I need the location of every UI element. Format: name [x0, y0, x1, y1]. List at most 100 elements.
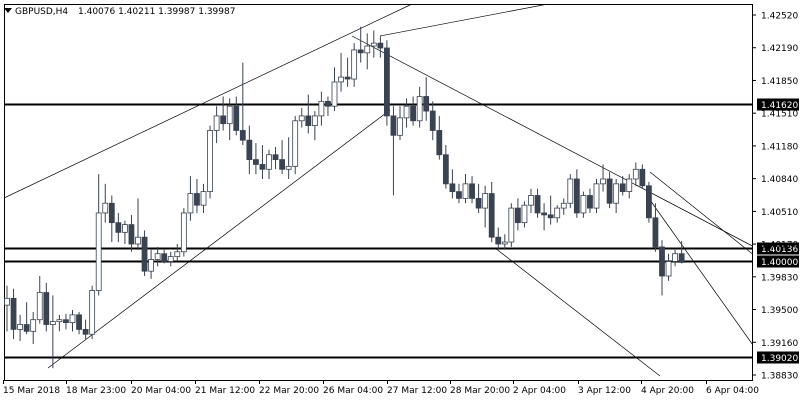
- candle: [298, 108, 305, 128]
- candle: [554, 205, 561, 223]
- candle-body: [161, 253, 168, 262]
- candle-body: [626, 178, 633, 193]
- candle-body: [573, 178, 580, 214]
- candle: [63, 313, 69, 330]
- candle: [161, 249, 168, 264]
- candle: [600, 164, 606, 192]
- candle: [220, 96, 227, 131]
- plot-border: [4, 4, 753, 381]
- candle: [305, 94, 312, 134]
- candle-body: [43, 292, 50, 325]
- candle-body: [672, 253, 678, 262]
- chart-header: GBPUSD,H4 1.40076 1.40211 1.39987 1.3998…: [4, 7, 235, 17]
- candle: [383, 40, 390, 126]
- candle-body: [344, 76, 351, 80]
- candle: [180, 208, 187, 257]
- candle: [573, 169, 580, 218]
- candle-body: [167, 256, 174, 262]
- candle-body: [652, 217, 659, 248]
- x-tick-label: 20 Mar 04:00: [131, 386, 191, 396]
- symbol-label: GBPUSD,H4: [15, 7, 68, 17]
- level-tag-text-0: 1.41620: [761, 101, 798, 111]
- candle: [495, 227, 502, 250]
- candle-body: [501, 241, 508, 245]
- candle-body: [259, 164, 266, 170]
- candle: [239, 62, 246, 146]
- candle-body: [325, 100, 331, 107]
- candle: [325, 96, 331, 116]
- candle: [344, 57, 351, 87]
- candle: [515, 198, 521, 231]
- candle-body: [135, 236, 141, 245]
- x-tick-label: 4 Apr 20:00: [641, 386, 694, 396]
- candle: [148, 249, 155, 279]
- candle: [292, 115, 299, 175]
- candle: [259, 145, 266, 179]
- candle: [154, 246, 161, 267]
- candle: [167, 251, 174, 267]
- candle-body: [632, 168, 639, 180]
- candle: [128, 214, 135, 252]
- candle-body: [23, 324, 30, 332]
- candle-body: [298, 115, 305, 122]
- dropdown-triangle-icon[interactable]: [4, 8, 12, 13]
- candle: [102, 183, 109, 223]
- x-tick-label: 26 Mar 04:00: [323, 386, 383, 396]
- candle: [436, 115, 443, 160]
- candle-body: [429, 110, 436, 131]
- channel-line-0: [4, 4, 413, 199]
- candle-body: [534, 195, 541, 214]
- candle: [174, 244, 181, 262]
- candle: [665, 253, 672, 281]
- candle: [122, 220, 128, 245]
- candle: [534, 188, 541, 218]
- y-tick-label: 1.41180: [761, 142, 798, 152]
- y-axis: 1.41620 1.40136 1.40000 1.39020 1.42520 1.421…: [752, 12, 799, 382]
- candle-body: [95, 212, 102, 291]
- candle: [390, 106, 397, 196]
- candle-body: [351, 49, 358, 80]
- candle: [266, 149, 272, 179]
- candle: [36, 276, 43, 324]
- candle: [272, 146, 279, 170]
- candle: [370, 30, 377, 58]
- candle: [580, 191, 587, 218]
- candle-body: [266, 154, 272, 170]
- candle-body: [226, 105, 233, 125]
- channel-line-3: [351, 35, 752, 247]
- candle: [587, 188, 593, 213]
- candle-body: [567, 178, 574, 204]
- candle-body: [239, 130, 246, 141]
- candle-body: [495, 236, 502, 245]
- candle-body: [370, 42, 377, 47]
- x-axis: 15 Mar 2018 18 Mar 23:00 20 Mar 04:00 21 Ma…: [3, 380, 759, 396]
- candle: [469, 176, 475, 204]
- candle-body: [49, 321, 56, 325]
- channel-line-6: [649, 199, 752, 345]
- candle: [338, 52, 344, 92]
- candle-body: [17, 324, 24, 330]
- candle: [508, 203, 515, 247]
- candle-body: [357, 49, 364, 54]
- level-tag-1: [757, 242, 799, 255]
- candle-body: [89, 290, 96, 335]
- y-tick-label: 1.42520: [761, 12, 798, 22]
- candle: [357, 26, 364, 63]
- y-tick-label: 1.40510: [761, 208, 798, 218]
- candle-body: [128, 224, 135, 245]
- candle: [115, 212, 122, 243]
- candle-body: [456, 191, 462, 199]
- candle-body: [285, 165, 292, 170]
- level-tag-text-2: 1.40000: [761, 258, 798, 268]
- candle-body: [318, 100, 325, 117]
- candle-body: [10, 297, 17, 330]
- candle: [30, 311, 37, 344]
- candle-body: [515, 207, 521, 224]
- candle: [200, 183, 207, 213]
- y-tick-label: 1.41510: [761, 110, 798, 120]
- candle-body: [442, 154, 449, 185]
- candle-body: [331, 81, 338, 107]
- candle-body: [659, 246, 665, 277]
- candle: [528, 188, 534, 213]
